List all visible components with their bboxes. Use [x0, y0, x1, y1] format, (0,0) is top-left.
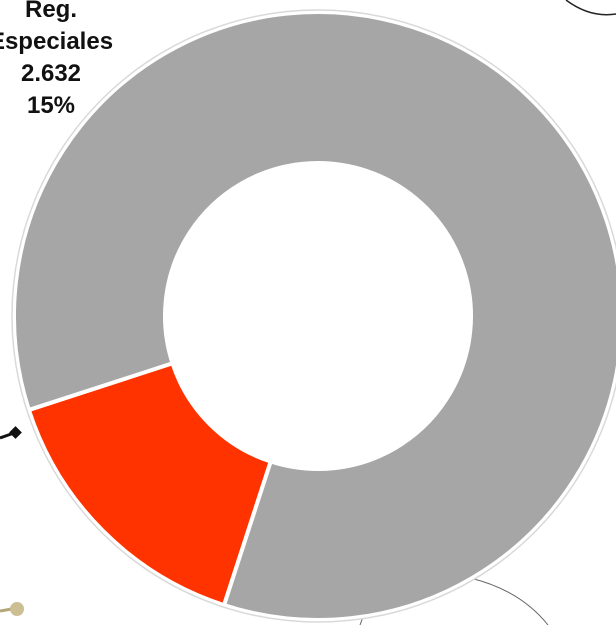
- donut-slices: [12, 10, 616, 622]
- donut-outer-outline: [11, 9, 616, 623]
- slice-label-line-1: Reg.: [24, 0, 77, 23]
- slice-label-reg-especiales: Reg. Especiales 2.632 15%: [0, 0, 136, 122]
- slice-label-line-2: Especiales: [0, 28, 114, 55]
- adjacent-dot-line: [0, 607, 13, 613]
- adjacent-diamond-marker: [9, 426, 22, 439]
- adjacent-dot-marker: [10, 602, 24, 616]
- adjacent-shape-outline: [565, 0, 616, 16]
- slice-value-label: 2.632: [20, 60, 82, 87]
- donut-slice-reg-especiales: [26, 361, 273, 608]
- donut-slice-remaining: [12, 10, 616, 622]
- slice-percent-label: 15%: [26, 92, 76, 119]
- adjacent-connector-line: [469, 577, 549, 625]
